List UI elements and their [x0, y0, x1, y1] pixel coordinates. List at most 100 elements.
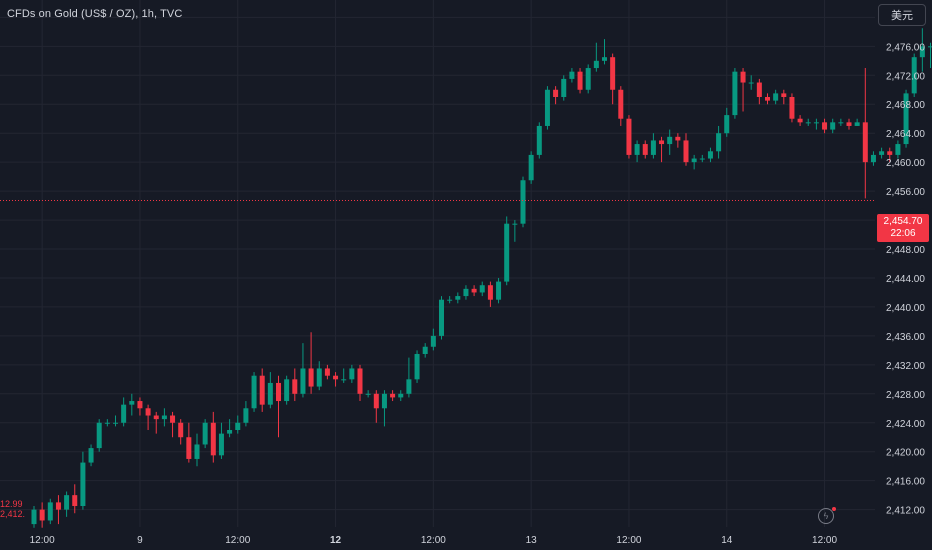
x-tick-label: 12 [330, 535, 342, 546]
candle [137, 397, 143, 416]
y-tick-label: 2,428.00 [886, 390, 925, 401]
cut-price-label: 12.99 [0, 499, 23, 509]
candle [846, 118, 852, 130]
candle [716, 125, 722, 159]
candle [341, 368, 347, 383]
candle [194, 433, 200, 467]
candle [667, 129, 673, 155]
candle [381, 390, 387, 427]
candle [259, 368, 265, 412]
candle [748, 75, 754, 90]
y-tick-label: 2,464.00 [886, 129, 925, 140]
bar-countdown: 22:06 [890, 228, 916, 239]
candle [479, 281, 485, 297]
last-price-value: 2,454.70 [883, 216, 923, 227]
candle [928, 42, 932, 69]
candle [691, 154, 697, 170]
chart-title: CFDs on Gold (US$ / OZ), 1h, TVC [7, 8, 183, 20]
candle [121, 397, 127, 427]
x-tick-label: 14 [721, 535, 733, 546]
candle [55, 495, 61, 525]
candle [854, 118, 860, 126]
candle [243, 401, 249, 427]
currency-button[interactable]: 美元 [878, 4, 926, 26]
candle [838, 118, 844, 126]
candle [447, 296, 453, 304]
candle [129, 393, 135, 416]
y-tick-label: 2,468.00 [886, 100, 925, 111]
candle [732, 68, 738, 119]
candle [707, 147, 713, 163]
x-tick-label: 12:00 [421, 535, 446, 546]
candle [439, 296, 444, 340]
candle [536, 122, 542, 159]
candle [406, 357, 412, 398]
candle [789, 93, 795, 123]
notification-dot [832, 507, 836, 511]
candle [145, 404, 151, 430]
candle [650, 133, 656, 159]
candle [64, 491, 70, 517]
candle [227, 419, 233, 438]
flash-icon[interactable]: ϟ [818, 508, 834, 524]
candle [683, 133, 689, 166]
candle [504, 216, 510, 286]
candle [911, 53, 917, 98]
candle [756, 78, 762, 105]
x-tick-label: 13 [526, 535, 538, 546]
candle [553, 86, 559, 105]
candle [903, 89, 909, 148]
candle [699, 154, 705, 163]
candle [414, 350, 420, 383]
candle [316, 361, 322, 391]
candle [634, 140, 640, 163]
candle [186, 422, 192, 463]
x-tick-label: 9 [137, 535, 143, 546]
candle [569, 68, 575, 83]
candle [218, 422, 224, 459]
candle [544, 86, 550, 130]
candle [724, 107, 730, 137]
candle [284, 375, 290, 405]
y-tick-label: 2,412.00 [886, 506, 925, 517]
candle [528, 151, 534, 184]
candle [887, 147, 893, 163]
candle [104, 419, 110, 427]
candle [642, 140, 648, 159]
candle [626, 115, 632, 159]
candle [333, 372, 339, 387]
candle [398, 390, 404, 402]
y-tick-label: 2,448.00 [886, 245, 925, 256]
candle [618, 86, 624, 126]
candle [585, 64, 591, 94]
y-tick-label: 2,420.00 [886, 448, 925, 459]
candle [919, 28, 925, 72]
candle [610, 53, 616, 105]
candle [349, 364, 355, 383]
candle [202, 419, 208, 449]
candle [267, 372, 273, 409]
candle [422, 343, 428, 358]
candle [47, 498, 53, 525]
candle [805, 118, 811, 126]
candle [870, 151, 876, 166]
candle [170, 411, 176, 438]
candle [593, 42, 599, 72]
candle [765, 93, 770, 105]
x-tick-label: 12:00 [812, 535, 837, 546]
candle [373, 390, 379, 423]
candle [520, 176, 526, 228]
y-tick-label: 2,472.00 [886, 71, 925, 82]
candle [659, 136, 665, 163]
y-tick-label: 2,444.00 [886, 274, 925, 285]
candle [813, 118, 819, 130]
candle [113, 415, 118, 427]
candle [72, 484, 78, 514]
candle [31, 506, 37, 528]
candle [276, 375, 281, 438]
candle [430, 328, 436, 351]
candle [161, 408, 167, 427]
y-tick-label: 2,436.00 [886, 332, 925, 343]
cut-price-label: 2,412. [0, 509, 26, 519]
candle [797, 115, 803, 126]
